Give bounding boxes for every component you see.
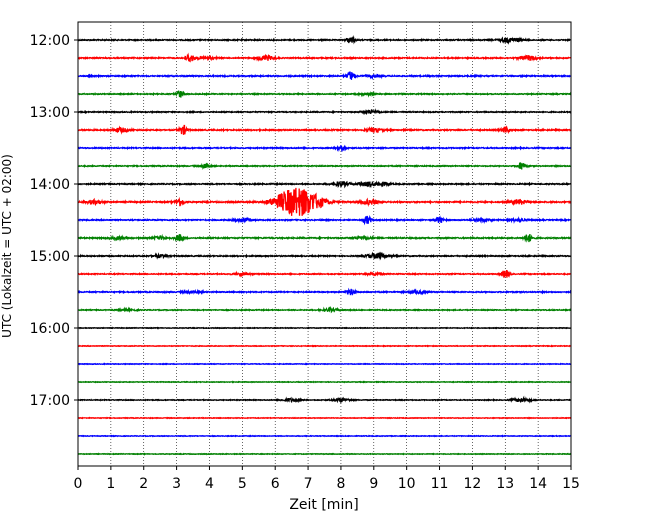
trace-line bbox=[77, 52, 572, 63]
x-axis-ticks: 0 1 2 3 4 5 6 7 8 9 10 11 12 13 14 15 bbox=[74, 466, 580, 492]
trace-line bbox=[77, 187, 572, 216]
trace-line bbox=[77, 124, 572, 135]
trace-line bbox=[77, 90, 572, 98]
x-tick-label: 9 bbox=[369, 476, 378, 492]
y-tick-label: 17:00 bbox=[30, 393, 70, 409]
trace-line bbox=[77, 344, 572, 348]
trace-line bbox=[77, 326, 572, 330]
x-tick-label: 13 bbox=[496, 476, 514, 492]
trace-line bbox=[77, 434, 572, 438]
y-axis-label: UTC (Lokalzeit = UTC + 02:00) bbox=[0, 154, 14, 338]
x-tick-label: 11 bbox=[431, 476, 449, 492]
x-axis-label: Zeit [min] bbox=[289, 497, 358, 513]
trace-line bbox=[77, 162, 572, 170]
x-tick-label: 14 bbox=[529, 476, 547, 492]
x-tick-label: 4 bbox=[205, 476, 214, 492]
x-tick-label: 7 bbox=[304, 476, 313, 492]
trace-line bbox=[77, 452, 572, 456]
x-tick-label: 5 bbox=[238, 476, 247, 492]
trace-line bbox=[77, 380, 572, 384]
trace-line bbox=[77, 362, 572, 366]
x-tick-label: 6 bbox=[271, 476, 280, 492]
trace-line bbox=[77, 305, 572, 314]
plot-frame bbox=[77, 21, 572, 467]
x-tick-label: 8 bbox=[336, 476, 345, 492]
grid-lines bbox=[110, 22, 539, 466]
trace-line bbox=[77, 251, 572, 261]
x-tick-label: 2 bbox=[139, 476, 148, 492]
trace-line bbox=[77, 395, 572, 405]
y-axis-ticks: 12:00 13:00 14:00 15:00 16:00 17:00 bbox=[30, 33, 78, 409]
x-tick-label: 10 bbox=[398, 476, 416, 492]
trace-group bbox=[77, 35, 572, 456]
x-tick-label: 0 bbox=[74, 476, 83, 492]
y-tick-label: 13:00 bbox=[30, 105, 70, 121]
x-tick-label: 12 bbox=[463, 476, 481, 492]
x-tick-label: 1 bbox=[106, 476, 115, 492]
trace-line bbox=[77, 269, 572, 278]
trace-line bbox=[77, 233, 572, 243]
trace-line bbox=[77, 35, 572, 45]
y-tick-label: 12:00 bbox=[30, 33, 70, 49]
trace-line bbox=[77, 214, 572, 226]
trace-line bbox=[77, 108, 572, 116]
y-tick-label: 16:00 bbox=[30, 321, 70, 337]
trace-line bbox=[77, 180, 572, 189]
trace-line bbox=[77, 416, 572, 420]
y-tick-label: 14:00 bbox=[30, 177, 70, 193]
trace-line bbox=[77, 144, 572, 153]
plot-background bbox=[78, 22, 571, 466]
y-tick-label: 15:00 bbox=[30, 249, 70, 265]
trace-line bbox=[77, 287, 572, 296]
trace-line bbox=[77, 71, 572, 80]
x-tick-label: 15 bbox=[562, 476, 580, 492]
x-tick-label: 3 bbox=[172, 476, 181, 492]
